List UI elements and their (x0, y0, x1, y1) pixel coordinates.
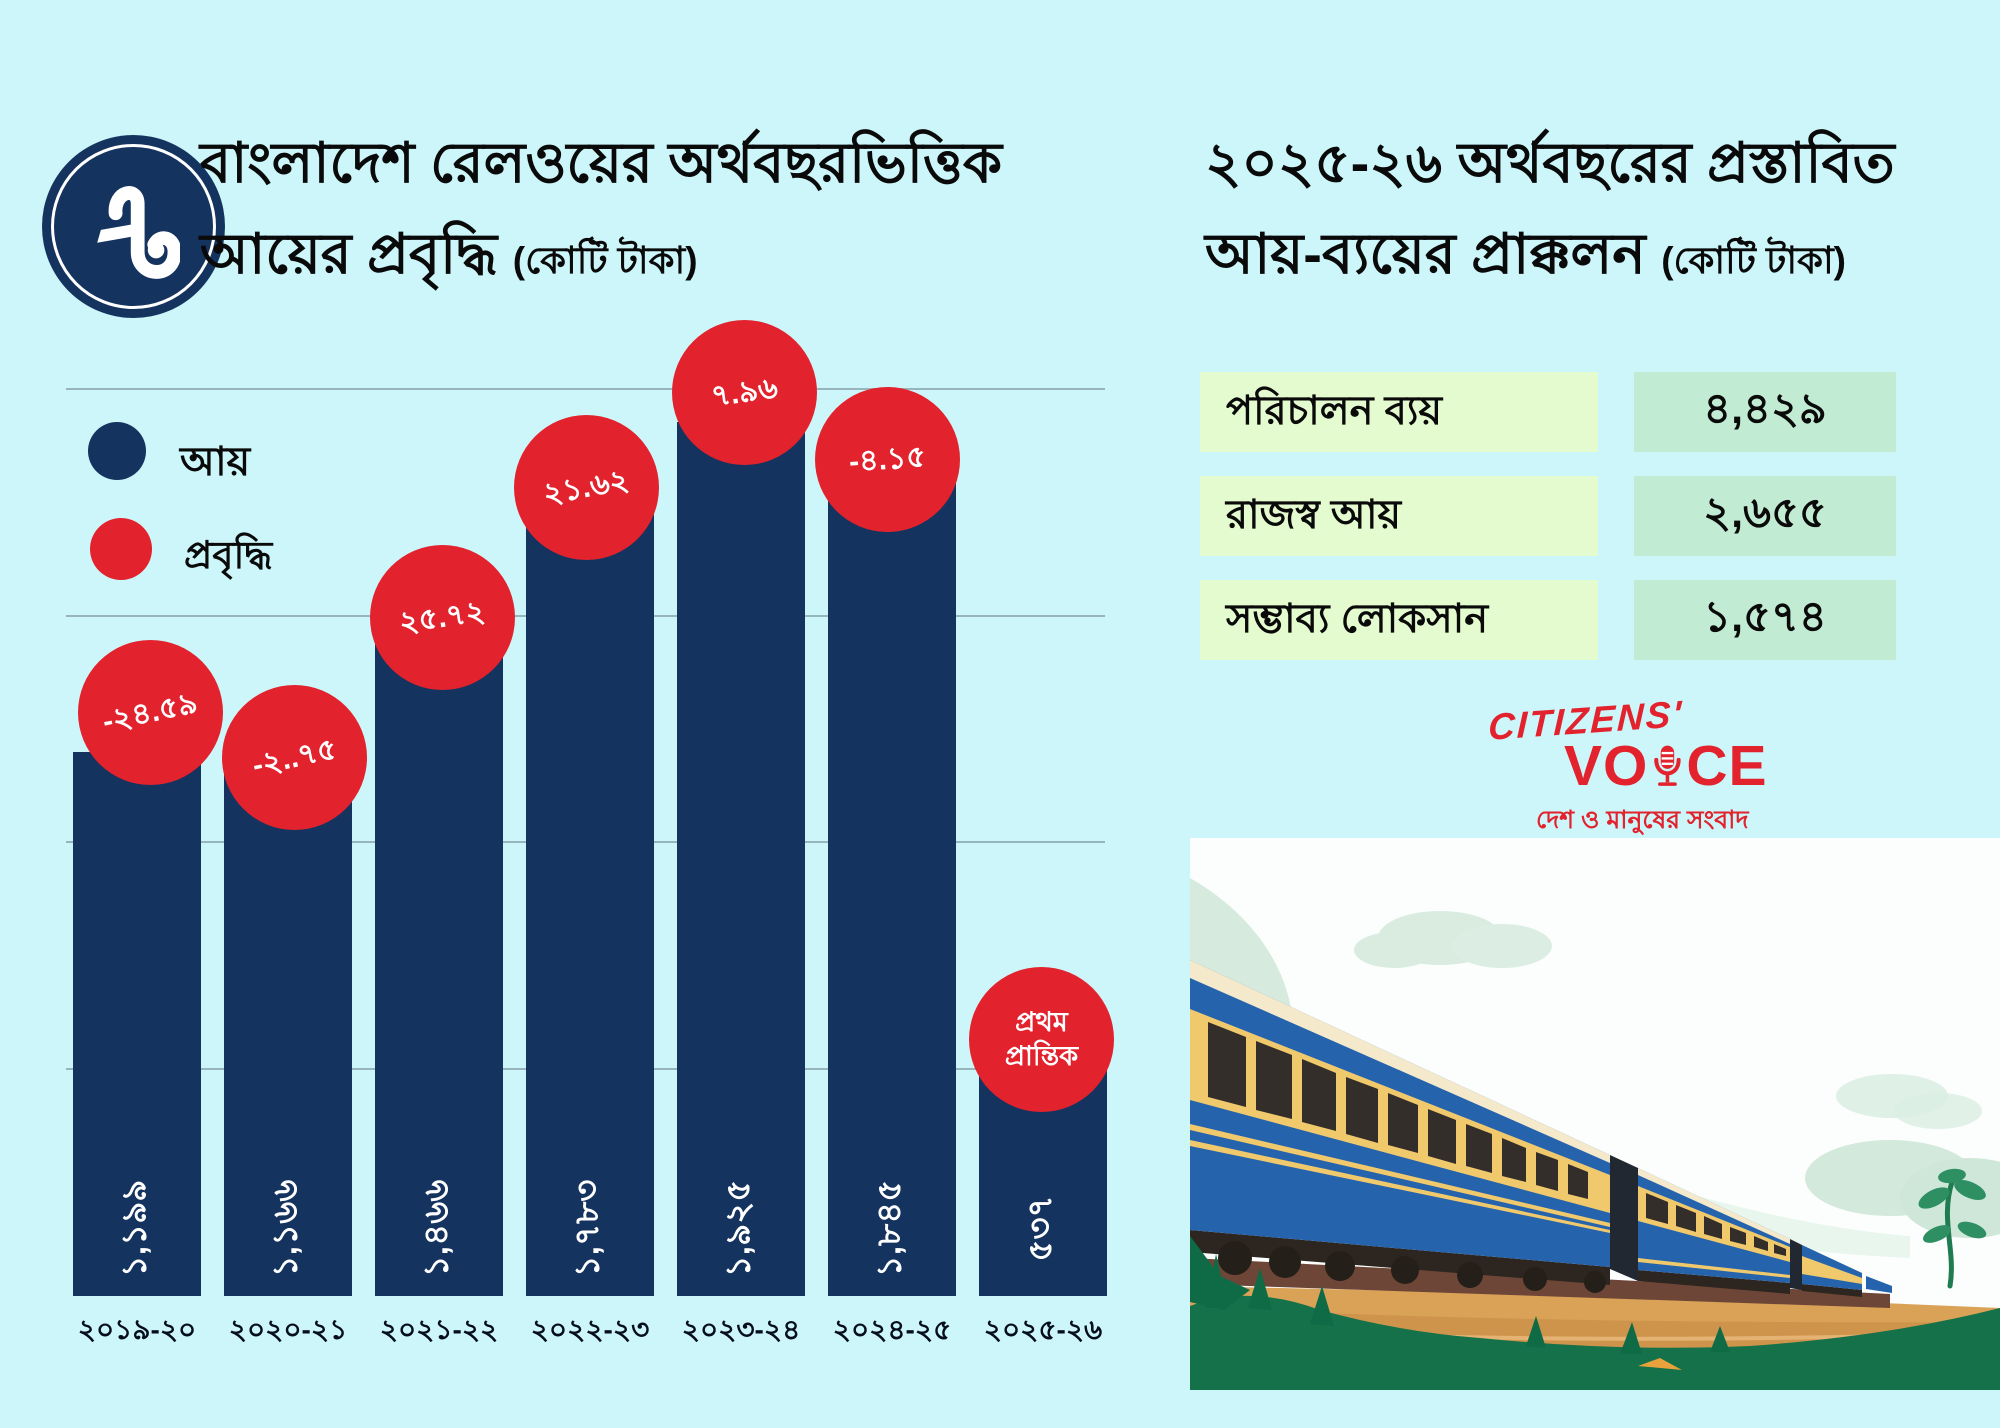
growth-bubble-2023-24: ৭.৯৬ (672, 320, 817, 465)
microphone-icon (1654, 745, 1682, 786)
legend-income-label: আয় (180, 440, 251, 484)
legend-growth-dot (90, 518, 152, 580)
bar-2023-24: ১,৯২৫ (677, 422, 805, 1296)
growth-bubble-2019-20: -২৪.৫৯ (78, 640, 223, 785)
bar-2020-21: ১,১৬৬ (224, 767, 352, 1296)
bar-value: ১,৭৮৩ (568, 1179, 607, 1277)
train-illustration (1190, 838, 2000, 1390)
train-illustration-panel (1190, 838, 2000, 1390)
x-label-2022-23: ২০২২-২৩ (530, 1314, 650, 1345)
brand-tagline: দেশ ও মানুষের সংবাদ (1536, 806, 1749, 834)
x-label-2023-24: ২০২৩-২৪ (681, 1314, 801, 1345)
x-label-2019-20: ২০১৯-২০ (77, 1314, 197, 1345)
x-label-2025-26: ২০২৫-২৬ (983, 1314, 1103, 1345)
estimate-title-unit: (কোটি টাকা) (1661, 239, 1847, 281)
estimate-title: ২০২৫-২৬ অর্থবছরের প্রস্তাবিত আয়-ব্যয়ের… (1205, 118, 1895, 299)
table-row-value-probable-loss: ১,৫৭৪ (1634, 580, 1896, 660)
legend-income-dot (88, 422, 146, 480)
chart-title-line1: বাংলাদেশ রেলওয়ের অর্থবছরভিত্তিক (200, 131, 1003, 194)
bar-2019-20: ১,১৯৯ (73, 752, 201, 1296)
taka-logo-ring (51, 144, 216, 309)
bar-value: ১,১৬৬ (266, 1179, 305, 1277)
bar-2024-25: ১,৮৪৫ (828, 458, 956, 1296)
table-row-value-revenue-income: ২,৬৫৫ (1634, 476, 1896, 556)
estimate-title-line1: ২০২৫-২৬ অর্থবছরের প্রস্তাবিত (1205, 131, 1895, 194)
brand-voice-text: VO CE (1564, 738, 1768, 795)
growth-bubble-2024-25: -৪.১৫ (815, 387, 960, 532)
taka-logo (42, 135, 225, 318)
gridline-2000 (66, 388, 1105, 390)
growth-bubble-2021-22: ২৫.৭২ (370, 545, 515, 690)
taka-sign-icon (97, 186, 180, 279)
chart-title: বাংলাদেশ রেলওয়ের অর্থবছরভিত্তিক আয়ের প… (200, 118, 1002, 299)
bar-value: ১,৮৪৫ (870, 1179, 909, 1277)
bar-2022-23: ১,৭৮৩ (526, 487, 654, 1296)
bar-value: ১,১৯৯ (115, 1179, 154, 1277)
chart-title-unit: (কোটি টাকা) (512, 239, 698, 281)
chart-title-line2: আয়ের প্রবৃদ্ধি (কোটি টাকা) (200, 221, 698, 285)
x-label-2020-21: ২০২০-২১ (228, 1314, 348, 1345)
table-row-label-revenue-income: রাজস্ব আয় (1200, 476, 1598, 556)
growth-bubble-2022-23: ২১.৬২ (514, 415, 659, 560)
bar-value: ৫৩৭ (1021, 1194, 1060, 1262)
bar-value: ১,৯২৫ (719, 1179, 758, 1277)
first-quarter-line1: প্রথম (1015, 1006, 1068, 1037)
first-quarter-line2: প্রান্তিক (1004, 1040, 1079, 1071)
first-quarter-bubble: প্রথম প্রান্তিক (969, 967, 1114, 1112)
bar-value: ১,৪৬৬ (417, 1179, 456, 1277)
table-row-label-probable-loss: সম্ভাব্য লোকসান (1200, 580, 1598, 660)
growth-bubble-2020-21: -২..৭৫ (222, 685, 367, 830)
table-row-label-operating-cost: পরিচালন ব্যয় (1200, 372, 1598, 452)
x-label-2021-22: ২০২১-২২ (379, 1314, 499, 1345)
brand-voice-left: VO (1564, 734, 1649, 798)
x-label-2024-25: ২০২৪-২৫ (832, 1314, 952, 1345)
legend-growth-label: প্রবৃদ্ধি (184, 535, 273, 577)
brand-voice-right: CE (1686, 734, 1768, 798)
estimate-title-line2: আয়-ব্যয়ের প্রাক্কলন (কোটি টাকা) (1205, 221, 1847, 285)
bar-2021-22: ১,৪৬৬ (375, 630, 503, 1296)
table-row-value-operating-cost: ৪,৪২৯ (1634, 372, 1896, 452)
